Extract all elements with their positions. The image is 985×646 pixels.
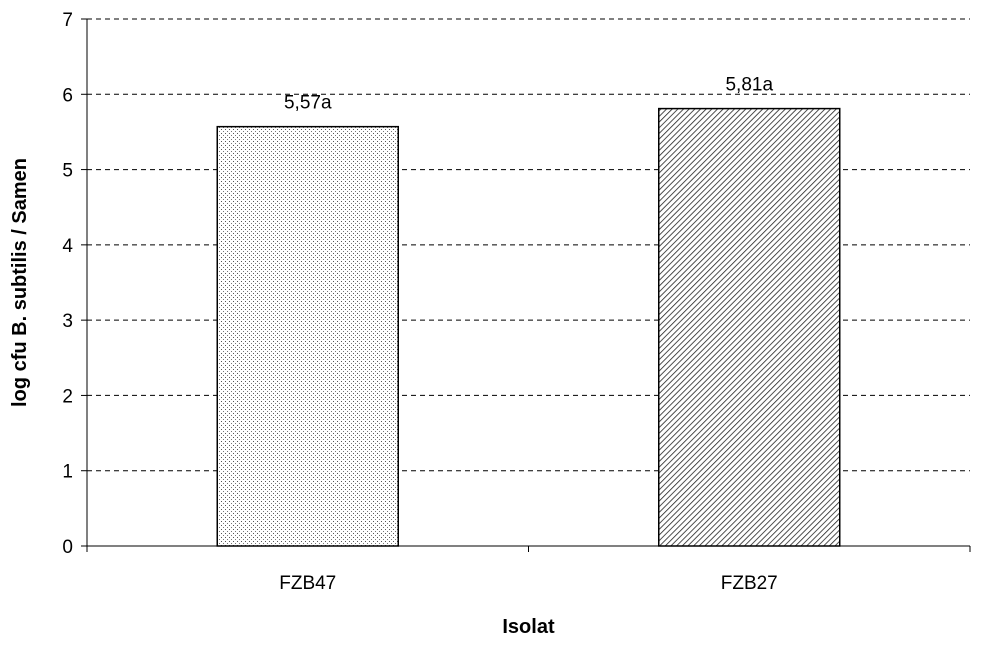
data-label: 5,81a [725,75,773,96]
bars [216,107,841,547]
y-tick-label: 0 [62,537,73,558]
data-label: 5,57a [284,93,332,114]
y-tick-label: 3 [62,311,73,332]
bar-fzb47 [216,125,399,547]
labels: 0 1 2 3 4 5 6 7 5,57a FZB47 5,81a FZB27 [62,10,777,594]
bar-fzb27 [658,107,841,547]
axes [81,18,971,552]
y-tick-label: 6 [62,85,73,106]
x-axis-title: Isolat [502,616,555,638]
y-tick-label: 5 [62,161,73,182]
x-category-label: FZB47 [279,573,336,594]
x-category-label: FZB27 [721,573,778,594]
y-tick-label: 1 [62,462,73,483]
y-axis-title: log cfu B. subtilis / Samen [9,158,31,407]
y-tick-label: 4 [62,236,73,257]
y-tick-label: 2 [62,386,73,407]
y-tick-label: 7 [62,10,73,31]
